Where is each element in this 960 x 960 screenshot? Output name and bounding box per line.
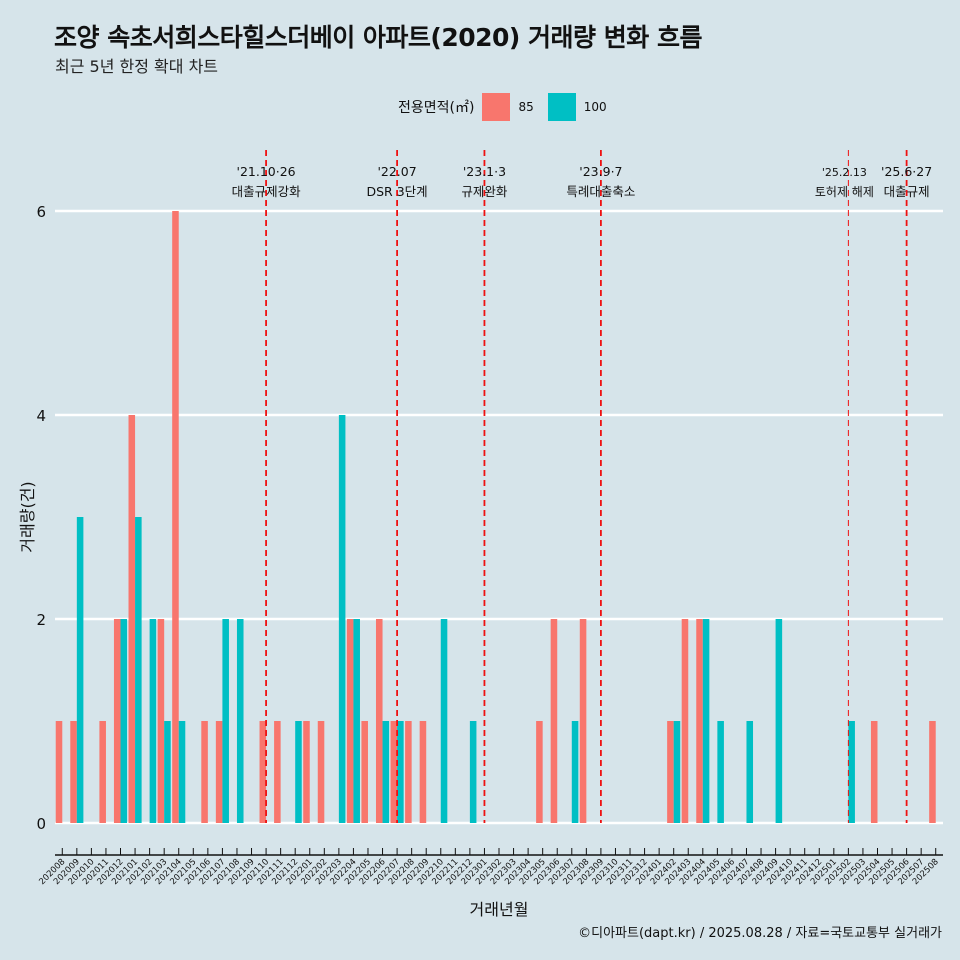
- bar-85-202103: [157, 619, 165, 823]
- bar-100-202407: [746, 721, 754, 823]
- y-tick-label: 0: [36, 815, 46, 833]
- y-axis-title: 거래량(건): [18, 481, 37, 552]
- bar-85-202204: [346, 619, 354, 823]
- bar-85-202402: [667, 721, 674, 823]
- annotation-date: '25.2.13: [822, 166, 867, 179]
- bar-100-202207: [397, 721, 404, 823]
- bar-85-202104: [172, 211, 179, 823]
- bar-85-202110: [259, 721, 267, 823]
- bar-100-202104: [178, 721, 186, 823]
- legend-swatch-85: [482, 93, 511, 121]
- bar-100-202404: [702, 619, 710, 823]
- bar-85-202208: [405, 721, 412, 823]
- bar-85-202403: [681, 619, 689, 823]
- chart-subtitle: 최근 5년 한정 확대 차트: [55, 57, 219, 76]
- bar-85-202106: [201, 721, 208, 823]
- annotation-date: '23.9·7: [579, 164, 622, 179]
- legend-title: 전용면적(㎡): [398, 100, 475, 116]
- bar-100-202402: [673, 721, 681, 823]
- bar-100-202009: [76, 517, 84, 823]
- y-tick-label: 4: [36, 407, 46, 425]
- bar-85-202202: [317, 721, 325, 823]
- bar-100-202107: [222, 619, 229, 823]
- bar-100-202203: [338, 415, 346, 823]
- annotation-label: DSR 3단계: [367, 184, 428, 199]
- bar-85-202011: [99, 721, 106, 823]
- annotation-label: 대출규제: [884, 184, 930, 199]
- bar-85-202008: [55, 721, 63, 823]
- annotation-date: '25.6·27: [881, 164, 932, 179]
- legend-swatch-100: [547, 93, 576, 121]
- annotation-label: 토허제 해제: [815, 185, 874, 199]
- bar-85-202508: [929, 721, 936, 823]
- bar-100-202101: [135, 517, 142, 823]
- bar-100-202102: [149, 619, 157, 823]
- bar-85-202111: [274, 721, 281, 823]
- bar-85-202101: [128, 415, 136, 823]
- bar-100-202103: [164, 721, 171, 823]
- bar-85-202206: [375, 619, 383, 823]
- legend-label-100: 100: [583, 100, 607, 114]
- x-axis-title: 거래년월: [470, 900, 529, 919]
- bar-100-202502: [848, 721, 855, 823]
- bar-100-202012: [120, 619, 128, 823]
- bar-85-202306: [550, 619, 558, 823]
- bar-100-202112: [295, 721, 302, 823]
- legend-label-85: 85: [518, 100, 534, 114]
- source-caption: ©디아파트(dapt.kr) / 2025.08.28 / 자료=국토교통부 실…: [578, 926, 942, 941]
- legend: 전용면적(㎡) 85 100: [398, 93, 621, 121]
- annotation-label: 규제완화: [461, 184, 508, 199]
- bar-100-202108: [236, 619, 244, 823]
- bar-100-202212: [469, 721, 477, 823]
- annotation-date: '23.1·3: [463, 164, 506, 179]
- annotation-label: 특례대출축소: [566, 184, 635, 199]
- bar-100-202307: [571, 721, 579, 823]
- bar-85-202504: [870, 721, 878, 823]
- annotation-date: '21.10·26: [237, 164, 296, 179]
- y-tick-label: 2: [36, 611, 46, 629]
- bar-100-202206: [382, 721, 390, 823]
- bar-85-202012: [113, 619, 121, 823]
- annotation-date: '22.07: [377, 164, 416, 179]
- bar-85-202308: [579, 619, 587, 823]
- bar-85-202009: [70, 721, 77, 823]
- y-tick-label: 6: [36, 203, 46, 221]
- bar-100-202210: [440, 619, 448, 823]
- bar-85-202404: [696, 619, 703, 823]
- bar-85-202209: [419, 721, 427, 823]
- annotation-label: 대출규제강화: [232, 184, 302, 199]
- chart-title: 조양 속초서희스타힐스더베이 아파트(2020) 거래량 변화 흐름: [54, 23, 702, 52]
- bar-85-202305: [536, 721, 543, 823]
- bar-100-202405: [717, 721, 724, 823]
- bar-100-202204: [353, 619, 360, 823]
- bar-85-202207: [390, 721, 398, 823]
- bar-85-202201: [303, 721, 310, 823]
- bar-85-202107: [215, 721, 223, 823]
- bar-85-202205: [361, 721, 368, 823]
- bar-100-202409: [775, 619, 783, 823]
